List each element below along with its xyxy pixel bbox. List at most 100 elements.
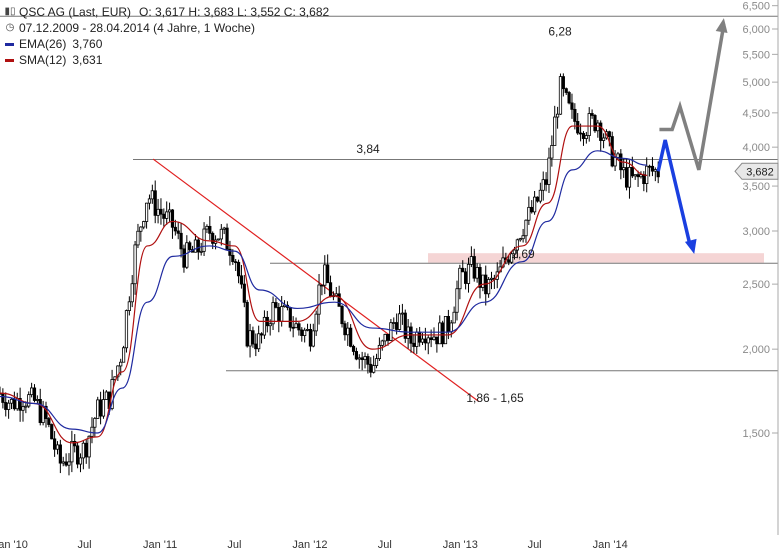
candle-body: [311, 330, 315, 347]
candle-body: [24, 405, 28, 408]
candle-body: [199, 250, 203, 253]
candle-body: [515, 239, 519, 251]
candle-body: [147, 198, 152, 204]
candle-body: [219, 228, 223, 240]
candle-body: [328, 282, 333, 298]
candle-body: [403, 312, 407, 339]
candle-body: [383, 333, 387, 342]
candle-body: [291, 326, 295, 329]
candle-body: [512, 249, 517, 255]
candle-body: [211, 232, 215, 244]
candle-body: [550, 145, 554, 159]
candle-body: [144, 202, 149, 222]
candle-body: [259, 333, 264, 336]
candle-body: [47, 418, 51, 425]
candle-body: [188, 242, 192, 250]
candle-body: [242, 283, 246, 303]
candle-body: [429, 337, 433, 341]
candle-body: [380, 340, 384, 346]
trendline: [152, 158, 480, 403]
candle-body: [647, 165, 652, 168]
legend-period-row: ◷ 07.12.2009 - 28.04.2014 (4 Jahre, 1 Wo…: [4, 20, 329, 36]
candle-body: [377, 344, 381, 360]
candle-body: [179, 232, 183, 250]
grey-projection-line: [659, 23, 726, 171]
candle-body: [96, 399, 100, 419]
candle-body: [127, 301, 131, 311]
candle-body: [320, 284, 324, 287]
candle-body: [395, 322, 399, 330]
candle-body: [234, 261, 238, 264]
candle-body: [340, 305, 344, 325]
candle-body: [446, 316, 450, 333]
y-tick-label: 6,000: [742, 24, 770, 36]
y-tick-label: 2,000: [742, 344, 770, 356]
x-tick-label: Jul: [78, 539, 92, 551]
candle-body: [64, 461, 68, 466]
candle-body: [524, 219, 528, 237]
candle-body: [397, 313, 402, 330]
candle-body: [639, 174, 643, 178]
legend-sma-value: 3,631: [72, 53, 103, 67]
candle-body: [374, 358, 379, 367]
y-tick-label: 1,500: [742, 428, 770, 440]
candle-body: [535, 196, 540, 202]
candle-body: [438, 322, 442, 345]
legend-period: 07.12.2009 - 28.04.2014 (4 Jahre, 1 Woch…: [19, 21, 255, 35]
candle-body: [288, 307, 292, 328]
candle-body: [555, 113, 560, 118]
candle-body: [167, 209, 172, 213]
candle-body: [653, 169, 657, 172]
candle-body: [262, 316, 267, 336]
candle-body: [150, 190, 154, 200]
candle-body: [489, 277, 494, 280]
candle-body: [300, 329, 304, 336]
legend-ohlc: O: 3,617 H: 3,683 L: 3,552 C: 3,682: [139, 5, 330, 19]
candle-body: [245, 301, 249, 347]
candle-body: [518, 238, 522, 241]
y-tick-label: 2,500: [742, 279, 770, 291]
candles: [0, 73, 660, 476]
candle-body: [208, 225, 212, 234]
candle-body: [7, 402, 11, 410]
candle-body: [573, 108, 577, 122]
candle-body: [354, 351, 359, 360]
support-zone: [428, 253, 764, 263]
candle-body: [613, 157, 617, 167]
candle-body: [81, 442, 85, 459]
candle-body: [32, 387, 37, 401]
candle-body: [323, 264, 327, 286]
candlestick-icon: ▮▯: [4, 6, 16, 17]
candle-body: [478, 267, 482, 288]
candle-body: [41, 405, 45, 423]
sma-swatch: [5, 58, 14, 62]
candle-body: [360, 357, 364, 361]
candle-body: [599, 122, 603, 141]
y-tick-label: 6,500: [742, 1, 770, 13]
candle-body: [351, 345, 356, 352]
y-tick-label: 4,000: [742, 142, 770, 154]
candle-body: [481, 274, 485, 288]
candle-body: [415, 331, 419, 347]
blue-arrow-head: [684, 238, 697, 254]
candle-body: [530, 206, 534, 213]
candle-body: [561, 76, 565, 90]
candle-body: [257, 333, 261, 350]
candle-body: [133, 244, 137, 285]
candle-body: [124, 310, 129, 349]
candle-body: [50, 424, 54, 440]
candle-body: [533, 196, 537, 213]
level-label: 6,28: [548, 25, 572, 39]
candle-body: [101, 399, 106, 417]
candle-body: [420, 338, 425, 343]
candle-body: [564, 88, 568, 93]
candle-body: [521, 235, 525, 240]
candle-body: [93, 418, 97, 428]
candle-body: [527, 206, 531, 221]
candle-body: [35, 399, 39, 401]
candle-body: [326, 264, 330, 284]
candle-body: [584, 135, 588, 139]
candle-body: [225, 227, 229, 250]
candle-body: [136, 230, 140, 246]
